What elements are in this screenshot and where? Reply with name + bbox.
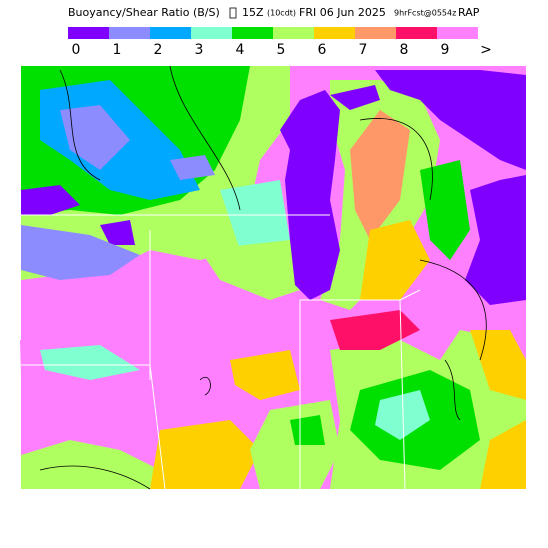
title-text: Buoyancy/Shear Ratio (B/S) — [68, 6, 220, 19]
title-text: (10cdt) — [267, 9, 296, 18]
field-region — [60, 105, 130, 170]
legend-swatch — [355, 27, 396, 39]
title-text: FRI 06 Jun 2025 — [299, 6, 386, 19]
lake-region — [375, 70, 526, 170]
legend-swatch — [273, 27, 314, 39]
lake-region — [280, 90, 340, 300]
title-box — [229, 7, 237, 19]
legend-label: 1 — [113, 42, 122, 58]
legend-swatch — [109, 27, 150, 39]
field-region — [470, 330, 526, 400]
field-region — [200, 240, 300, 300]
legend-swatch — [68, 27, 109, 39]
field-region — [230, 350, 300, 400]
state-boundary — [21, 214, 421, 490]
legend-label: 4 — [236, 42, 245, 58]
field-region — [170, 155, 215, 180]
field-region — [21, 185, 80, 215]
legend-swatch — [437, 27, 478, 39]
field-region — [360, 220, 430, 300]
legend-label: 5 — [277, 42, 286, 58]
field-region — [100, 220, 135, 245]
map — [20, 65, 526, 490]
legend-swatch — [314, 27, 355, 39]
legend-label: 8 — [400, 42, 409, 58]
lake-region — [465, 175, 526, 305]
legend-label: 0 — [72, 42, 81, 58]
field-region — [40, 345, 140, 380]
field-region — [150, 420, 260, 489]
legend-swatch — [232, 27, 273, 39]
field-region — [330, 310, 420, 350]
legend-swatch — [191, 27, 232, 39]
legend-swatch — [150, 27, 191, 39]
contour-line — [39, 65, 487, 490]
legend-swatch — [396, 27, 437, 39]
field-region — [375, 390, 430, 440]
field-region — [350, 110, 410, 240]
legend-label: 9 — [441, 42, 450, 58]
legend-label: > — [480, 42, 492, 58]
legend: 0 1 2 3 4 5 6 7 8 9 > — [68, 27, 492, 58]
field-region — [480, 420, 526, 489]
field-region — [21, 225, 140, 280]
title-text: RAP — [458, 6, 480, 19]
legend-label: 6 — [318, 42, 327, 58]
lake-region — [330, 85, 380, 110]
title: Buoyancy/Shear Ratio (B/S) 15Z (10cdt) F… — [68, 6, 480, 19]
legend-label: 7 — [359, 42, 368, 58]
legend-label: 2 — [154, 42, 163, 58]
legend-label: 3 — [195, 42, 204, 58]
title-text: 9hrFcst@0554z — [394, 9, 456, 18]
title-text: 15Z — [242, 6, 264, 19]
field-region — [290, 415, 325, 445]
